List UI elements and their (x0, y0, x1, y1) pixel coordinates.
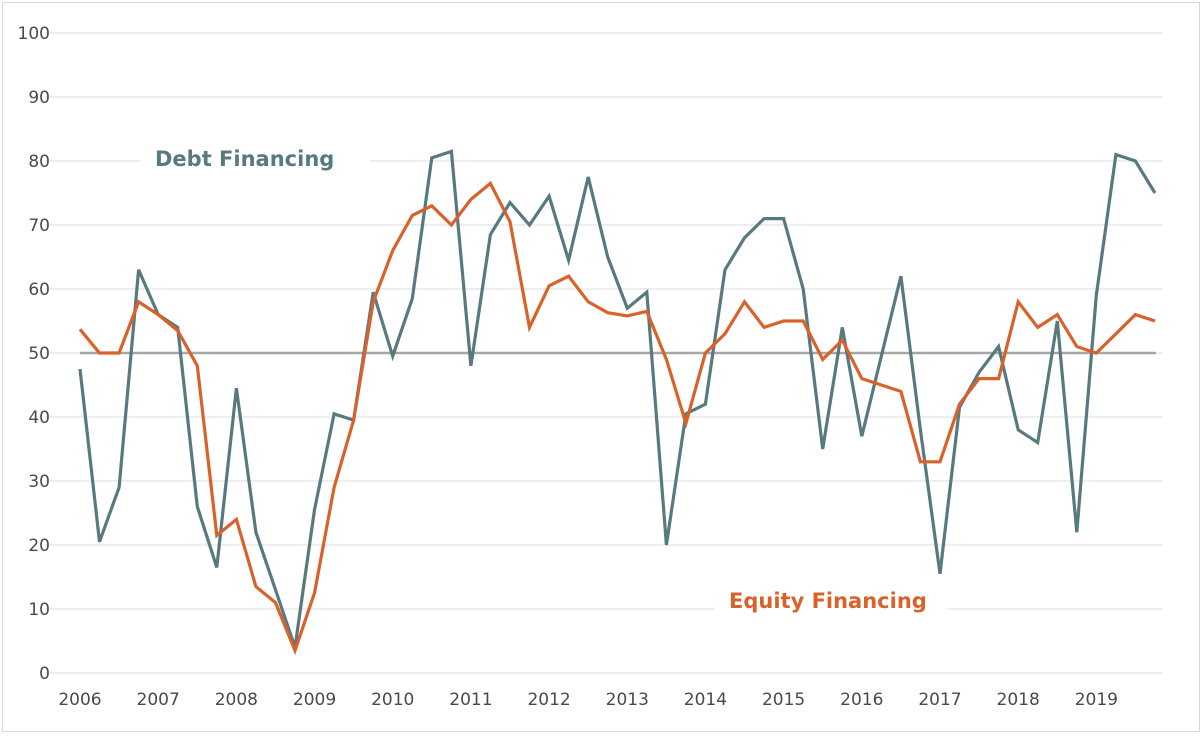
x-tick-label: 2013 (606, 690, 649, 710)
y-tick-label: 60 (28, 280, 50, 300)
x-tick-label: 2012 (527, 690, 570, 710)
label-background (140, 140, 370, 170)
x-tick-label: 2018 (997, 690, 1040, 710)
y-tick-label: 20 (28, 536, 50, 556)
y-tick-label: 50 (28, 344, 50, 364)
series-label-debt-financing: Debt Financing (155, 147, 334, 171)
x-tick-label: 2010 (371, 690, 414, 710)
series-line-equity-financing (78, 180, 1156, 656)
y-tick-label: 70 (28, 216, 50, 236)
label-background (715, 585, 947, 615)
x-tick-label: 2011 (449, 690, 492, 710)
x-tick-label: 2014 (684, 690, 727, 710)
x-tick-label: 2017 (918, 690, 961, 710)
x-tick-label: 2006 (58, 690, 101, 710)
y-tick-label: 80 (28, 152, 50, 172)
x-tick-label: 2009 (293, 690, 336, 710)
y-tick-label: 90 (28, 88, 50, 108)
y-tick-label: 100 (18, 24, 50, 44)
x-tick-label: 2015 (762, 690, 805, 710)
x-tick-label: 2008 (215, 690, 258, 710)
series-label-equity-financing: Equity Financing (729, 589, 927, 613)
x-tick-label: 2016 (840, 690, 883, 710)
y-tick-label: 30 (28, 472, 50, 492)
series-line-debt-financing (78, 149, 1157, 648)
x-tick-label: 2007 (137, 690, 180, 710)
y-tick-label: 0 (39, 664, 50, 684)
x-tick-label: 2019 (1075, 690, 1118, 710)
y-tick-label: 10 (28, 600, 50, 620)
y-tick-label: 40 (28, 408, 50, 428)
